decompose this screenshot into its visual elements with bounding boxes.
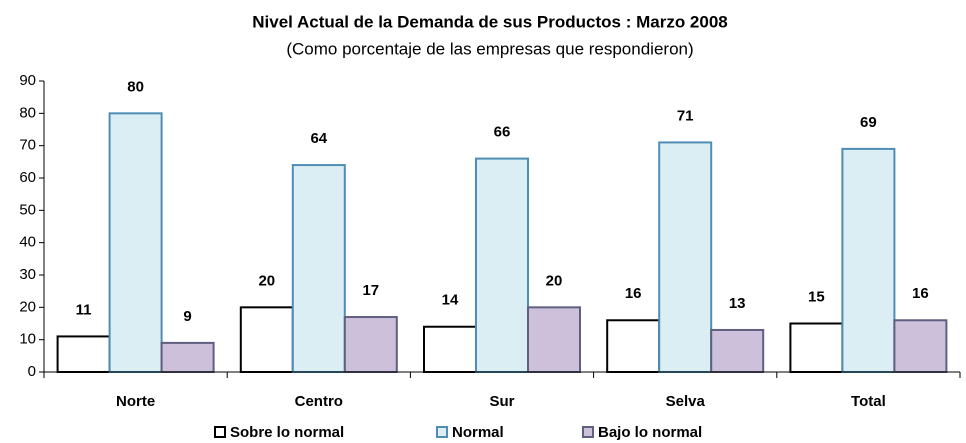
bar xyxy=(841,147,896,373)
legend-swatch xyxy=(582,426,594,438)
y-tick-label: 60 xyxy=(19,169,36,186)
data-label: 80 xyxy=(127,78,144,95)
bar xyxy=(343,316,398,373)
data-label: 71 xyxy=(677,107,694,124)
legend-swatch xyxy=(436,426,448,438)
x-tick-label: Norte xyxy=(116,393,155,410)
bar xyxy=(56,335,111,373)
data-label: 69 xyxy=(860,114,877,131)
y-tick-label: 50 xyxy=(19,201,36,218)
chart-title: Nivel Actual de la Demanda de sus Produc… xyxy=(252,12,728,31)
data-label: 20 xyxy=(546,272,563,289)
data-label: 20 xyxy=(258,272,275,289)
bar xyxy=(291,164,346,373)
x-tick-label: Total xyxy=(851,393,886,410)
y-tick-label: 80 xyxy=(19,104,36,121)
data-label: 9 xyxy=(183,308,191,325)
bar xyxy=(893,319,948,373)
data-label: 66 xyxy=(494,124,511,141)
bar xyxy=(239,306,294,374)
data-label: 17 xyxy=(362,282,379,299)
bar xyxy=(710,328,765,374)
data-label: 14 xyxy=(442,292,459,309)
legend-label: Bajo lo normal xyxy=(598,424,702,441)
data-label: 15 xyxy=(808,288,825,305)
y-tick-label: 10 xyxy=(19,331,36,348)
x-tick-label: Centro xyxy=(295,393,343,410)
data-label: 16 xyxy=(912,285,929,302)
bar xyxy=(658,141,713,373)
bar xyxy=(160,341,215,373)
y-tick-label: 30 xyxy=(19,266,36,283)
legend-swatch xyxy=(214,426,226,438)
bar xyxy=(606,319,661,373)
bar xyxy=(789,322,844,373)
legend-label: Sobre lo normal xyxy=(230,424,344,441)
y-tick-label: 0 xyxy=(28,363,36,380)
chart-subtitle: (Como porcentaje de las empresas que res… xyxy=(286,39,693,58)
x-tick-label: Sur xyxy=(489,393,514,410)
y-tick-label: 40 xyxy=(19,234,36,251)
bar xyxy=(423,325,477,374)
x-tick-label: Selva xyxy=(666,393,706,410)
data-label: 64 xyxy=(310,130,327,147)
legend-label: Normal xyxy=(452,424,504,441)
bar xyxy=(527,306,581,374)
data-label: 11 xyxy=(76,301,92,318)
y-tick-label: 90 xyxy=(19,72,36,89)
data-label: 16 xyxy=(625,285,642,302)
y-tick-label: 20 xyxy=(19,298,36,315)
bar xyxy=(108,112,163,373)
y-tick-label: 70 xyxy=(19,137,36,154)
data-label: 13 xyxy=(729,295,746,312)
bar xyxy=(475,157,529,373)
